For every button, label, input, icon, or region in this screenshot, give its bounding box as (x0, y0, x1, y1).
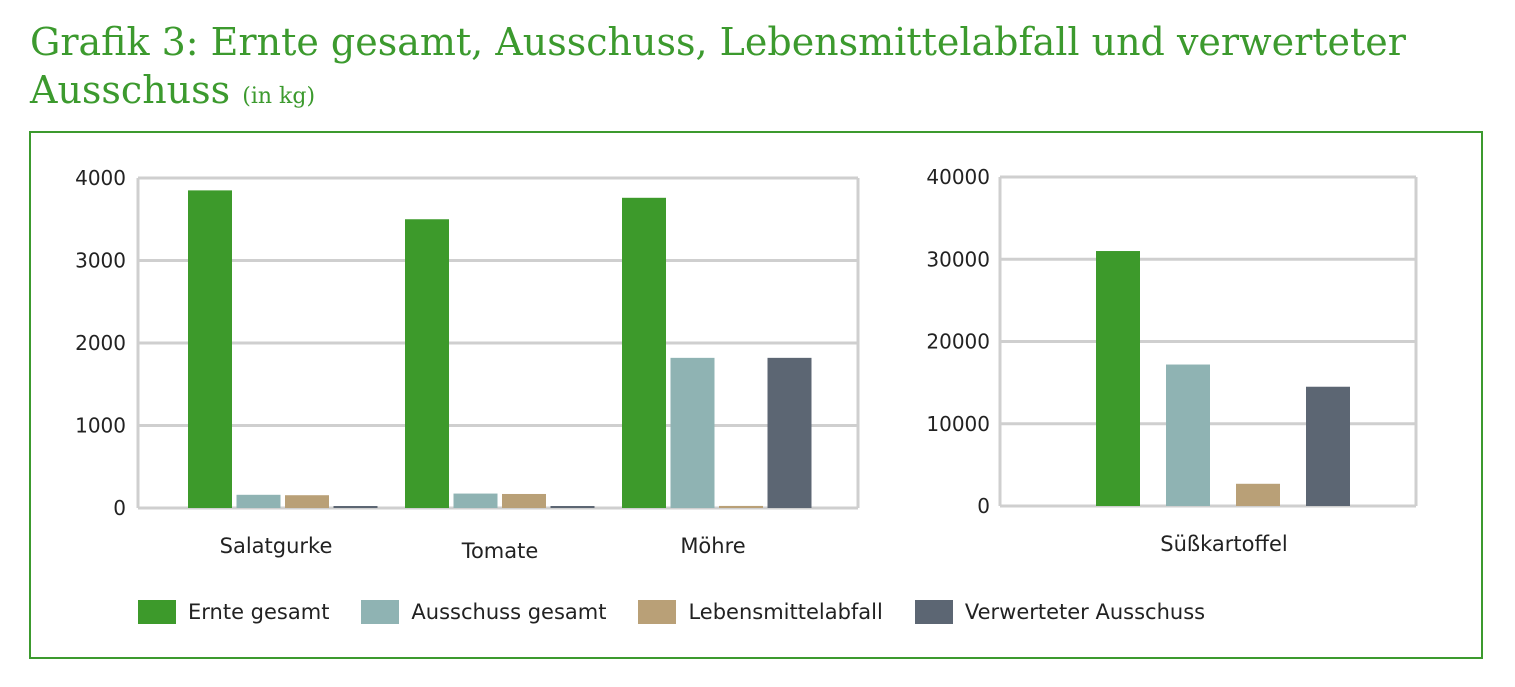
legend: Ernte gesamt Ausschuss gesamt Lebensmitt… (138, 598, 1237, 626)
chart1-y-tick-4000: 4000 (75, 166, 126, 190)
category-label-suesskartoffel: Süßkartoffel (1160, 532, 1287, 556)
bar-salatgurke-verwerteter-ausschuss (333, 506, 378, 508)
legend-item-ausschuss: Ausschuss gesamt (361, 600, 606, 624)
legend-item-ernte: Ernte gesamt (138, 600, 329, 624)
chart1-y-tick-2000: 2000 (75, 331, 126, 355)
chart1-y-tick-3000: 3000 (75, 249, 126, 273)
category-label-moehre: Möhre (680, 534, 745, 558)
bar-suesskartoffel-ausschuss-gesamt (1166, 364, 1210, 506)
legend-label-verwertet: Verwerteter Ausschuss (964, 600, 1206, 624)
bar-suesskartoffel-verwerteter-ausschuss (1306, 386, 1350, 506)
legend-swatch-verwertet (914, 600, 953, 624)
chart2-y-tick-20000: 20000 (926, 330, 990, 354)
legend-swatch-ausschuss (361, 600, 400, 624)
legend-label-ausschuss: Ausschuss gesamt (411, 600, 607, 624)
bar-salatgurke-ernte-gesamt (188, 190, 232, 508)
bar-moehre-verwerteter-ausschuss (767, 357, 812, 508)
bar-tomate-verwerteter-ausschuss (550, 506, 595, 508)
legend-swatch-abfall (638, 600, 677, 624)
bar-suesskartoffel-lebensmittelabfall (1236, 483, 1280, 506)
chart-title-main: Grafik 3: Ernte gesamt, Ausschuss, Leben… (30, 20, 1406, 112)
bar-tomate-ausschuss-gesamt (453, 493, 498, 508)
bar-moehre-ernte-gesamt (622, 197, 666, 509)
bar-moehre-lebensmittelabfall (719, 505, 763, 508)
chart-title-unit: (in kg) (242, 84, 316, 109)
chart2-y-tick-30000: 30000 (926, 247, 990, 271)
legend-swatch-ernte (138, 600, 176, 624)
bar-suesskartoffel-ernte-gesamt (1096, 251, 1140, 506)
bar-moehre-ausschuss-gesamt (670, 357, 715, 508)
legend-item-verwertet: Verwerteter Ausschuss (914, 600, 1206, 624)
legend-item-abfall: Lebensmittelabfall (638, 600, 883, 624)
bar-tomate-lebensmittelabfall (502, 493, 546, 508)
category-label-tomate: Tomate (461, 539, 539, 563)
chart2-y-tick-0: 0 (977, 494, 990, 518)
bar-salatgurke-ausschuss-gesamt (236, 494, 281, 508)
legend-label-abfall: Lebensmittelabfall (688, 600, 883, 624)
bar-tomate-ernte-gesamt (405, 219, 449, 508)
chart2-y-tick-10000: 10000 (926, 412, 990, 436)
chart-title: Grafik 3: Ernte gesamt, Ausschuss, Leben… (30, 18, 1480, 121)
bar-salatgurke-lebensmittelabfall (285, 495, 329, 508)
category-label-salatgurke: Salatgurke (220, 534, 333, 558)
chart2-y-tick-40000: 40000 (926, 165, 990, 189)
chart1-y-tick-1000: 1000 (75, 414, 126, 438)
chart1-y-tick-0: 0 (113, 496, 126, 520)
legend-label-ernte: Ernte gesamt (188, 600, 330, 624)
chart-frame (29, 131, 1483, 659)
